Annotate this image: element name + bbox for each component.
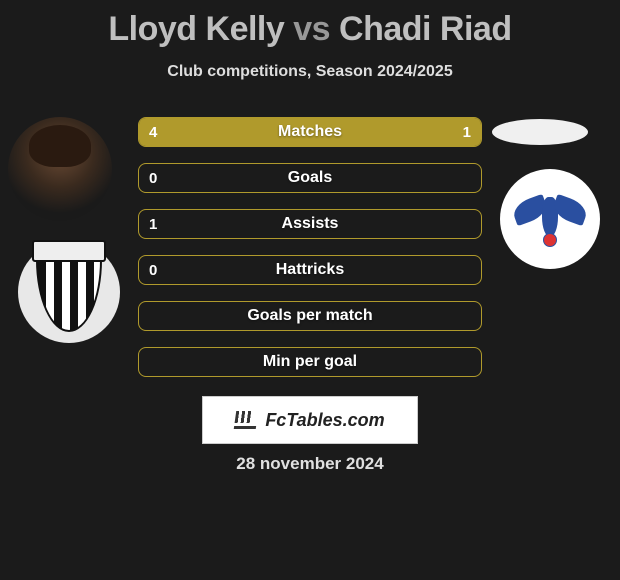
crystal-palace-eagle-icon	[515, 191, 585, 247]
page-title: Lloyd Kelly vs Chadi Riad	[0, 0, 620, 49]
stat-bar-row: 41Matches	[138, 117, 482, 147]
player1-avatar	[8, 117, 112, 221]
stat-bar-row: Goals per match	[138, 301, 482, 331]
watermark: FcTables.com	[202, 396, 418, 444]
watermark-text: FcTables.com	[265, 410, 384, 431]
bar-label: Min per goal	[139, 353, 481, 371]
vs-text: vs	[293, 10, 330, 48]
player2-club-crest	[500, 169, 600, 269]
fctables-logo-icon	[234, 411, 259, 429]
newcastle-crest-icon	[36, 252, 102, 332]
player1-name: Lloyd Kelly	[108, 10, 284, 48]
stat-bars: 41Matches 0Goals 1Assists 0Hattricks Goals p…	[138, 117, 482, 393]
subtitle: Club competitions, Season 2024/2025	[0, 63, 620, 81]
bar-label: Matches	[139, 123, 481, 141]
stat-bar-row: 1Assists	[138, 209, 482, 239]
player2-avatar	[492, 119, 588, 145]
bar-label: Hattricks	[139, 261, 481, 279]
player1-club-crest	[18, 241, 120, 343]
bar-label: Goals per match	[139, 307, 481, 325]
bar-label: Goals	[139, 169, 481, 187]
bar-label: Assists	[139, 215, 481, 233]
stat-bar-row: 0Hattricks	[138, 255, 482, 285]
date-text: 28 november 2024	[0, 454, 620, 474]
stat-bar-row: 0Goals	[138, 163, 482, 193]
player2-name: Chadi Riad	[339, 10, 512, 48]
comparison-panel: 41Matches 0Goals 1Assists 0Hattricks Goals p…	[0, 117, 620, 407]
stat-bar-row: Min per goal	[138, 347, 482, 377]
